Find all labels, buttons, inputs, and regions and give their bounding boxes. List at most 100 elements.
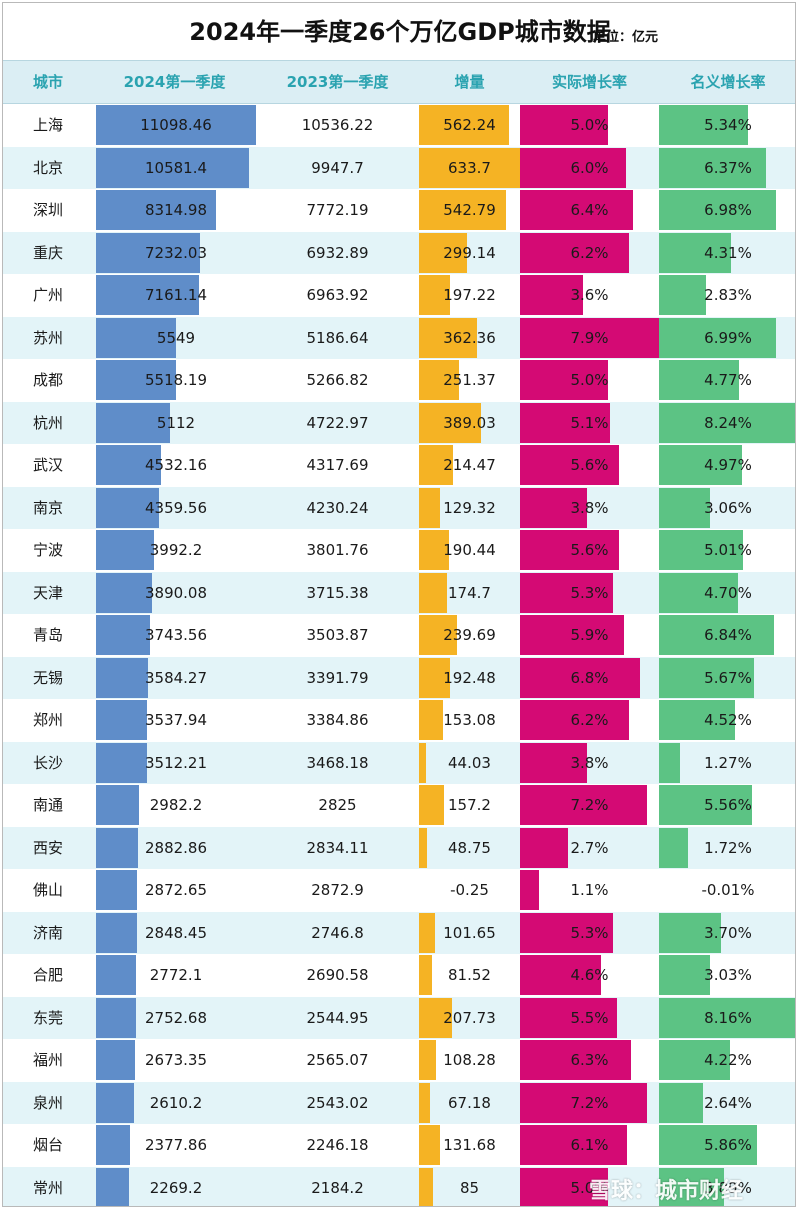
real-growth-bar	[520, 615, 624, 655]
increment-value: 157.2	[448, 796, 491, 814]
gdp-2024-value: 2772.1	[149, 966, 203, 984]
gdp-2023-value: 2825	[318, 796, 357, 814]
gdp-2024-value: 2872.65	[144, 881, 208, 899]
nominal-growth-value: 6.84%	[704, 626, 752, 644]
city-name: 天津	[32, 583, 63, 602]
gdp-2024-bar	[96, 317, 176, 358]
increment-value: 129.32	[443, 498, 496, 517]
city-name: 南京	[32, 498, 63, 517]
increment-value: 214.47	[443, 456, 496, 474]
gdp-2024-value: 3743.56	[144, 626, 208, 644]
real-growth-value: 6.0%	[570, 158, 609, 177]
city-name: 无锡	[32, 668, 63, 687]
real-growth-bar	[520, 360, 608, 400]
real-growth-value: 1.1%	[570, 881, 609, 899]
table-row: 青岛 3743.56 3503.87 239.69 5.9% 6.84%	[3, 614, 795, 657]
gdp-2024-bar	[96, 105, 256, 145]
nominal-growth-bar	[659, 360, 739, 400]
nominal-growth-value: 5.01%	[704, 541, 752, 559]
real-growth-bar	[520, 1082, 647, 1123]
gdp-2024-value: 11098.46	[140, 116, 212, 134]
city-name: 合肥	[32, 966, 63, 984]
real-growth-value: 5.9%	[570, 626, 609, 644]
real-growth-value: 7.9%	[570, 328, 609, 347]
real-growth-value: 4.6%	[570, 966, 609, 984]
table-row: 常州 2269.2 2184.2 85 5.0% 3.89%	[3, 1166, 795, 1206]
nominal-growth-bar	[659, 912, 721, 953]
increment-bar	[419, 785, 445, 825]
gdp-2023-value: 9947.7	[311, 158, 364, 177]
gdp-2024-value: 10581.4	[144, 158, 208, 177]
real-growth-bar	[520, 700, 630, 740]
increment-value: 633.7	[448, 158, 491, 177]
gdp-2023-value: 6932.89	[306, 243, 369, 262]
city-name: 苏州	[32, 328, 63, 347]
gdp-2024-value: 5112	[156, 413, 196, 432]
increment-value: 362.36	[443, 328, 496, 347]
gdp-2024-bar	[96, 955, 136, 995]
nominal-growth-value: 5.86%	[704, 1136, 752, 1154]
city-name: 长沙	[32, 753, 63, 772]
nominal-growth-bar	[659, 827, 688, 868]
table-row: 郑州 3537.94 3384.86 153.08 6.2% 4.52%	[3, 699, 795, 742]
real-growth-bar	[520, 1125, 628, 1165]
gdp-2024-bar	[96, 1125, 131, 1165]
table-row: 烟台 2377.86 2246.18 131.68 6.1% 5.86%	[3, 1124, 795, 1167]
nominal-growth-bar	[659, 190, 776, 230]
header-nominal-growth: 名义增长率	[690, 73, 766, 91]
real-growth-bar	[520, 105, 608, 145]
gdp-2024-value: 5549	[156, 328, 196, 347]
table-row: 宁波 3992.2 3801.76 190.44 5.6% 5.01%	[3, 529, 795, 572]
city-name: 泉州	[32, 1093, 63, 1112]
table-row: 南京 4359.56 4230.24 129.32 3.8% 3.06%	[3, 486, 795, 529]
table-row: 深圳 8314.98 7772.19 542.79 6.4% 6.98%	[3, 189, 795, 232]
gdp-2023-value: 3384.86	[306, 711, 369, 729]
increment-bar	[419, 487, 440, 528]
gdp-2023-value: 7772.19	[306, 201, 369, 219]
real-growth-bar	[520, 572, 614, 613]
gdp-2024-value: 2673.35	[144, 1051, 208, 1069]
gdp-2024-bar	[96, 530, 154, 570]
city-name: 宁波	[32, 541, 63, 559]
real-growth-value: 6.8%	[570, 668, 609, 687]
increment-value: 192.48	[443, 668, 496, 687]
gdp-2023-value: 2543.02	[306, 1093, 369, 1112]
increment-bar	[419, 657, 450, 698]
nominal-growth-bar	[659, 1167, 725, 1206]
gdp-2024-value: 2848.45	[144, 923, 208, 942]
table-row: 东莞 2752.68 2544.95 207.73 5.5% 8.16%	[3, 996, 795, 1039]
nominal-growth-value: 3.70%	[704, 923, 752, 942]
table-row: 上海 11098.46 10536.22 562.24 5.0% 5.34%	[3, 104, 795, 147]
city-name: 上海	[32, 116, 63, 134]
increment-bar	[419, 827, 427, 868]
real-growth-value: 3.8%	[570, 753, 609, 772]
increment-bar	[419, 1040, 437, 1080]
gdp-2024-bar	[96, 912, 138, 953]
nominal-growth-value: -0.01%	[701, 881, 755, 899]
gdp-2024-value: 2610.2	[149, 1093, 203, 1112]
gdp-2024-bar	[96, 1082, 134, 1123]
increment-value: 190.44	[443, 541, 496, 559]
increment-value: 44.03	[448, 753, 491, 772]
gdp-2023-value: 5186.64	[306, 328, 369, 347]
nominal-growth-value: 5.34%	[704, 116, 752, 134]
gdp-2024-bar	[96, 742, 147, 783]
table-row: 天津 3890.08 3715.38 174.7 5.3% 4.70%	[3, 571, 795, 614]
nominal-growth-bar	[659, 742, 681, 783]
city-name: 重庆	[32, 243, 63, 262]
increment-bar	[419, 317, 477, 358]
increment-value: 131.68	[443, 1136, 496, 1154]
gdp-2023-value: 2246.18	[306, 1136, 369, 1154]
gdp-2023-value: 4317.69	[306, 456, 369, 474]
gdp-2023-value: 3715.38	[306, 583, 369, 602]
real-growth-value: 5.0%	[570, 116, 609, 134]
increment-value: 67.18	[448, 1093, 491, 1112]
nominal-growth-value: 2.83%	[704, 286, 752, 304]
nominal-growth-bar	[659, 1125, 758, 1165]
gdp-2023-value: 5266.82	[306, 371, 369, 389]
nominal-growth-value: 3.06%	[704, 498, 752, 517]
increment-value: 389.03	[443, 413, 496, 432]
increment-bar	[419, 572, 447, 613]
table-row: 南通 2982.2 2825 157.2 7.2% 5.56%	[3, 784, 795, 827]
city-name: 佛山	[32, 881, 63, 899]
